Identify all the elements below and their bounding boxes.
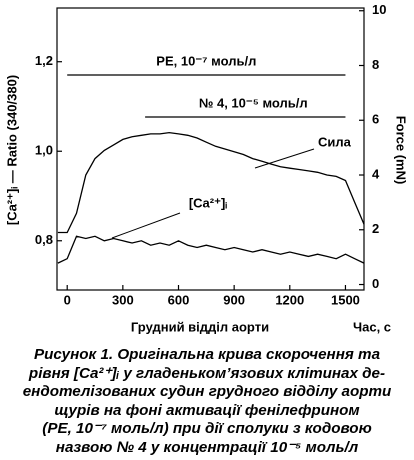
- y-tick-label: 1,0: [35, 143, 53, 158]
- data-line: [57, 131, 365, 234]
- y-tick-label: 0,8: [35, 232, 53, 247]
- x-tick-label: 300: [112, 292, 134, 307]
- chart: Грудний відділ аорти Час, с [Ca²⁺]ᵢ — Ra…: [4, 2, 409, 334]
- series-pointer: [254, 148, 315, 169]
- y2-axis-label: Force (mN): [394, 116, 409, 185]
- caption-line: Рисунок 1. Оригінальна крива скорочення …: [33, 346, 381, 363]
- caption-line: ендотелізованих судин грудного відділу а…: [22, 383, 392, 400]
- x-tick-label: 1500: [331, 292, 360, 307]
- y2-tick-label: 6: [372, 112, 379, 127]
- x-tick-label: 1200: [275, 292, 304, 307]
- y-axis-label: [Ca²⁺]ᵢ — Ratio (340/380): [4, 75, 19, 225]
- y2-tick-label: 8: [372, 57, 379, 72]
- series-pointer: [111, 212, 181, 239]
- caption: Рисунок 1. Оригінальна крива скорочення …: [0, 346, 414, 457]
- x-tick-label: 600: [168, 292, 190, 307]
- y2-tick-label: 4: [372, 166, 380, 181]
- series-label: Сила: [318, 134, 352, 149]
- caption-line: рівня [Ca²⁺]ᵢ у гладеньком’язових клітин…: [28, 364, 386, 382]
- y-tick-label: 1,2: [35, 53, 53, 68]
- data-line: [57, 235, 365, 264]
- x-tick-label: 900: [223, 292, 245, 307]
- x-axis-unit: Час, с: [353, 319, 391, 334]
- y2-tick-label: 10: [372, 2, 386, 17]
- caption-line: (PE, 10⁻⁷ моль/л) при дії сполуки з кодо…: [42, 420, 372, 437]
- plot-frame: [56, 7, 365, 291]
- y2-tick-label: 0: [372, 276, 379, 291]
- caption-line: назвою № 4 у концентрації 10⁻⁵ моль/л: [55, 438, 359, 456]
- caption-line: щурів на фоні активації фенілефрином: [54, 401, 360, 419]
- period-label: № 4, 10⁻⁵ моль/л: [199, 95, 308, 110]
- x-axis-label: Грудний відділ аорти: [131, 319, 269, 334]
- series-label: [Ca²⁺]ᵢ: [189, 195, 227, 210]
- period-label: PE, 10⁻⁷ моль/л: [156, 53, 256, 68]
- y2-tick-label: 2: [372, 221, 379, 236]
- x-tick-label: 0: [64, 292, 71, 307]
